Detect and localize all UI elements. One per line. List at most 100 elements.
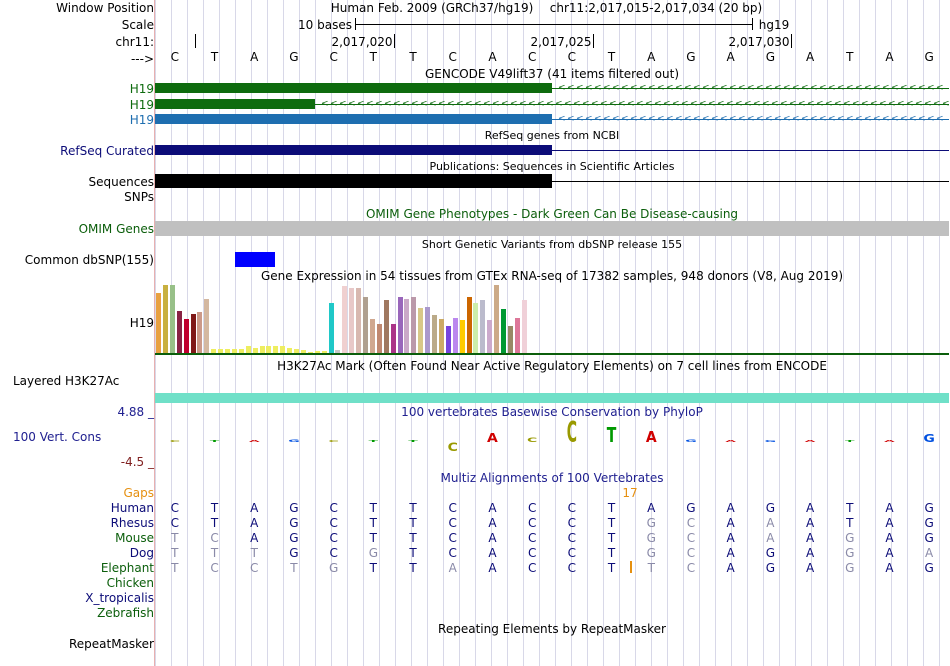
sequence-match-line[interactable] xyxy=(552,181,949,182)
gtex-tissue-bar[interactable] xyxy=(273,346,279,353)
gtex-tissue-bar[interactable] xyxy=(183,319,189,353)
gtex-tissue-bar[interactable] xyxy=(204,298,210,353)
gtex-tissue-bar[interactable] xyxy=(169,285,175,353)
species-label[interactable]: Dog xyxy=(129,546,154,560)
gtex-tissue-bar[interactable] xyxy=(363,297,368,353)
gencode-intron[interactable] xyxy=(315,104,949,105)
gtex-tissue-bar[interactable] xyxy=(438,319,444,353)
alignment-base: C xyxy=(527,516,537,530)
gtex-tissue-bar[interactable] xyxy=(466,297,472,353)
gtex-tissue-bar[interactable] xyxy=(197,312,203,353)
species-label[interactable]: X_tropicalis xyxy=(85,591,154,605)
gtex-tissue-bar[interactable] xyxy=(507,325,513,353)
gtex-tissue-bar[interactable] xyxy=(473,302,479,353)
gtex-tissue-bar[interactable] xyxy=(390,324,396,353)
gtex-tissue-bar[interactable] xyxy=(501,309,506,353)
gtex-tissue-bar[interactable] xyxy=(418,308,424,353)
gtex-tissue-bar[interactable] xyxy=(156,293,161,353)
gtex-tissue-bar[interactable] xyxy=(218,348,224,353)
gtex-tissue-bar[interactable] xyxy=(459,320,465,353)
dbsnp-label[interactable]: Common dbSNP(155) xyxy=(24,253,154,267)
species-label[interactable]: Elephant xyxy=(100,561,154,575)
pubs-title[interactable]: Publications: Sequences in Scientific Ar… xyxy=(429,160,675,173)
gtex-tissue-bar[interactable] xyxy=(480,299,486,353)
species-label[interactable]: Mouse xyxy=(115,531,154,545)
h3k27ac-label[interactable]: Layered H3K27Ac xyxy=(13,374,120,388)
gencode-intron[interactable] xyxy=(552,88,949,89)
gtex-tissue-bar[interactable] xyxy=(266,346,272,353)
sequences-label[interactable]: Sequences xyxy=(88,175,154,189)
gtex-tissue-bar[interactable] xyxy=(411,297,417,353)
gtex-tissue-bar[interactable] xyxy=(314,350,320,353)
gtex-tissue-bar[interactable] xyxy=(211,348,217,353)
gtex-tissue-bar[interactable] xyxy=(376,324,382,353)
gtex-tissue-bar[interactable] xyxy=(162,285,168,353)
h3k27ac-signal[interactable] xyxy=(155,393,949,403)
gtex-tissue-bar[interactable] xyxy=(452,317,458,353)
gtex-tissue-bar[interactable] xyxy=(335,350,341,353)
gtex-tissue-bar[interactable] xyxy=(190,314,196,353)
species-label[interactable]: Zebrafish xyxy=(97,606,154,620)
gtex-tissue-bar[interactable] xyxy=(369,319,375,353)
repeat-label[interactable]: RepeatMasker xyxy=(68,637,154,651)
phylop-logo[interactable]: C T A G C T T CA C C T A G A G A T A G xyxy=(155,420,950,468)
gencode-item-label[interactable]: H19 xyxy=(129,113,154,127)
gtex-tissue-bar[interactable] xyxy=(321,350,327,353)
omim-label[interactable]: OMIM Genes xyxy=(78,222,154,236)
species-label[interactable]: Chicken xyxy=(106,576,154,590)
h3k27ac-title[interactable]: H3K27Ac Mark (Often Found Near Active Re… xyxy=(277,359,827,373)
snps-label[interactable]: SNPs xyxy=(124,190,154,204)
species-label[interactable]: Rhesus xyxy=(110,516,154,530)
gtex-tissue-bar[interactable] xyxy=(252,347,258,353)
refseq-title[interactable]: RefSeq genes from NCBI xyxy=(484,129,620,142)
gtex-tissue-bar[interactable] xyxy=(280,346,286,353)
refseq-exon[interactable] xyxy=(155,145,552,155)
gtex-tissue-bar[interactable] xyxy=(287,347,293,353)
gtex-tissue-bar[interactable] xyxy=(342,286,348,353)
gtex-tissue-bar[interactable] xyxy=(349,287,355,353)
gencode-item-label[interactable]: H19 xyxy=(129,98,154,112)
gtex-tissue-bar[interactable] xyxy=(432,314,437,353)
gtex-tissue-bar[interactable] xyxy=(425,306,431,353)
gtex-label[interactable]: H19 xyxy=(129,316,154,330)
gencode-exon[interactable] xyxy=(155,99,315,109)
gtex-tissue-bar[interactable] xyxy=(225,348,230,353)
dbsnp-variant[interactable] xyxy=(235,252,275,267)
gencode-item-label[interactable]: H19 xyxy=(129,82,154,96)
species-label[interactable]: Human xyxy=(110,501,154,515)
gencode-exon[interactable] xyxy=(155,83,552,93)
gtex-tissue-bar[interactable] xyxy=(487,320,493,353)
gtex-tissue-bar[interactable] xyxy=(294,348,299,353)
gtex-tissue-bar[interactable] xyxy=(328,302,334,353)
phylop-title[interactable]: 100 vertebrates Basewise Conservation by… xyxy=(401,405,703,419)
dbsnp-title[interactable]: Short Genetic Variants from dbSNP releas… xyxy=(421,238,683,251)
refseq-intron[interactable] xyxy=(552,150,949,151)
gtex-tissue-bar[interactable] xyxy=(514,317,520,353)
gtex-tissue-bar[interactable] xyxy=(259,346,265,353)
gencode-intron[interactable] xyxy=(552,119,949,120)
gtex-tissue-bar[interactable] xyxy=(176,310,182,353)
gtex-tissue-bar[interactable] xyxy=(356,287,362,353)
gtex-title[interactable]: Gene Expression in 54 tissues from GTEx … xyxy=(260,269,844,283)
gtex-tissue-bar[interactable] xyxy=(404,298,410,353)
gtex-tissue-bar[interactable] xyxy=(521,299,527,353)
gencode-exon[interactable] xyxy=(155,114,552,124)
gtex-tissue-bar[interactable] xyxy=(445,325,451,353)
repeat-title[interactable]: Repeating Elements by RepeatMasker xyxy=(438,622,666,636)
gtex-tissue-bar[interactable] xyxy=(494,285,500,353)
gencode-title[interactable]: GENCODE V49lift37 (41 items filtered out… xyxy=(424,67,680,81)
gtex-tissue-bar[interactable] xyxy=(383,299,389,353)
phylop-label[interactable]: 100 Vert. Cons xyxy=(13,430,102,444)
gtex-tissue-bar[interactable] xyxy=(300,350,306,353)
gtex-tissue-bar[interactable] xyxy=(245,346,251,353)
gtex-tissue-bar[interactable] xyxy=(397,297,403,353)
gtex-tissue-bar[interactable] xyxy=(231,348,237,353)
sequence-match-block[interactable] xyxy=(155,174,552,188)
phylop-letter: G xyxy=(288,439,299,443)
refseq-label[interactable]: RefSeq Curated xyxy=(60,144,154,158)
gtex-tissue-bar[interactable] xyxy=(238,348,244,353)
gtex-tissue-bar[interactable] xyxy=(307,351,313,353)
omim-feature[interactable] xyxy=(155,221,949,236)
multiz-title[interactable]: Multiz Alignments of 100 Vertebrates xyxy=(440,471,664,485)
omim-title[interactable]: OMIM Gene Phenotypes - Dark Green Can Be… xyxy=(365,207,739,221)
